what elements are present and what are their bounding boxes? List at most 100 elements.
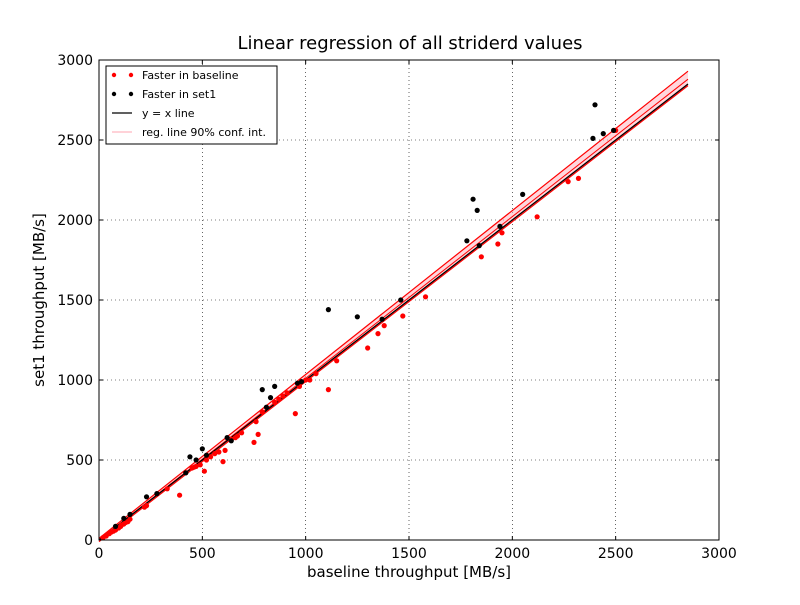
- legend-label: Faster in baseline: [142, 69, 239, 82]
- data-point: [216, 449, 222, 455]
- data-point: [251, 439, 257, 445]
- chart-title: Linear regression of all striderd values: [237, 33, 582, 54]
- x-tick-label: 500: [189, 546, 216, 562]
- legend-label: Faster in set1: [142, 88, 216, 101]
- data-point: [127, 516, 133, 522]
- data-point: [303, 377, 309, 383]
- data-point: [222, 447, 228, 453]
- legend-marker: [128, 91, 134, 97]
- y-tick-label: 1500: [57, 293, 93, 309]
- data-point: [325, 307, 331, 313]
- data-point: [284, 390, 290, 396]
- data-point: [470, 196, 476, 202]
- data-point: [474, 207, 480, 213]
- data-point: [520, 191, 526, 197]
- legend: Faster in baseline Faster in set1 y = x li…: [105, 65, 278, 145]
- data-point: [298, 379, 305, 385]
- data-point: [193, 457, 199, 463]
- data-point: [590, 135, 596, 141]
- y-axis-label: set1 throughput [MB/s]: [30, 213, 48, 387]
- x-axis-label: baseline throughput [MB/s]: [307, 563, 511, 581]
- data-point: [611, 127, 617, 133]
- data-point: [253, 419, 259, 425]
- axis-ticks: 0 500 1000 1500 2000 2500 3000 0 500 1000 1500 2000…: [57, 53, 736, 562]
- data-point: [464, 238, 470, 244]
- y-tick-label: 3000: [57, 53, 93, 69]
- data-point: [112, 523, 119, 530]
- data-point: [334, 358, 340, 364]
- data-point: [224, 435, 230, 441]
- data-point: [187, 454, 193, 460]
- x-tick-label: 2000: [495, 546, 531, 562]
- data-point: [143, 503, 150, 509]
- data-point: [495, 241, 501, 247]
- data-point: [307, 377, 313, 383]
- x-tick-label: 0: [95, 546, 104, 562]
- data-point: [197, 462, 203, 468]
- legend-box: [105, 65, 278, 145]
- y-tick-label: 2000: [57, 213, 93, 229]
- data-point: [183, 470, 189, 476]
- data-point: [292, 411, 298, 417]
- data-point: [259, 387, 265, 393]
- data-point: [164, 486, 170, 492]
- data-point: [499, 230, 505, 236]
- confidence-band-fill: [99, 71, 688, 542]
- data-point: [497, 223, 503, 229]
- x-tick-label: 1500: [391, 546, 427, 562]
- data-point: [143, 494, 150, 500]
- data-point: [478, 254, 484, 260]
- data-point: [272, 383, 278, 389]
- x-tick-label: 3000: [701, 546, 737, 562]
- data-point: [381, 323, 387, 329]
- y-equals-x-line: [98, 83, 689, 541]
- legend-label: reg. line 90% conf. int.: [142, 126, 266, 139]
- legend-marker: [128, 72, 134, 78]
- legend-items: Faster in baseline Faster in set1 y = x li…: [111, 69, 266, 139]
- legend-label: y = x line: [142, 107, 195, 120]
- data-point: [121, 515, 127, 522]
- data-point: [234, 433, 241, 439]
- data-point: [177, 492, 183, 498]
- data-point: [354, 314, 360, 320]
- data-point: [575, 175, 582, 181]
- data-point: [592, 102, 598, 108]
- data-point: [255, 431, 261, 437]
- data-point: [294, 380, 300, 386]
- data-point: [127, 511, 133, 517]
- data-point: [365, 345, 371, 351]
- data-point: [193, 463, 199, 469]
- legend-marker: [111, 91, 117, 97]
- data-point: [280, 393, 286, 399]
- data-point: [379, 316, 385, 322]
- data-point: [154, 491, 160, 497]
- data-point: [267, 395, 274, 401]
- data-point: [259, 409, 265, 415]
- data-point: [263, 404, 269, 410]
- y-tick-label: 0: [84, 533, 93, 549]
- y-tick-label: 1000: [57, 373, 93, 389]
- series-faster-in-set1: [112, 102, 617, 530]
- data-point: [220, 459, 226, 465]
- data-point: [272, 399, 278, 405]
- data-point: [239, 430, 245, 436]
- data-points: [100, 102, 619, 541]
- data-point: [534, 214, 540, 220]
- data-point: [313, 371, 319, 377]
- legend-marker: [111, 72, 117, 78]
- data-point: [203, 452, 210, 458]
- data-point: [476, 243, 482, 249]
- data-point: [422, 294, 429, 300]
- data-point: [228, 438, 234, 444]
- data-point: [199, 446, 205, 452]
- y-tick-label: 500: [66, 453, 93, 469]
- data-point: [276, 396, 282, 402]
- data-point: [400, 313, 406, 319]
- x-tick-label: 2500: [598, 546, 634, 562]
- data-point: [398, 297, 404, 303]
- data-point: [600, 131, 606, 137]
- x-tick-label: 1000: [288, 546, 324, 562]
- data-point: [565, 179, 571, 185]
